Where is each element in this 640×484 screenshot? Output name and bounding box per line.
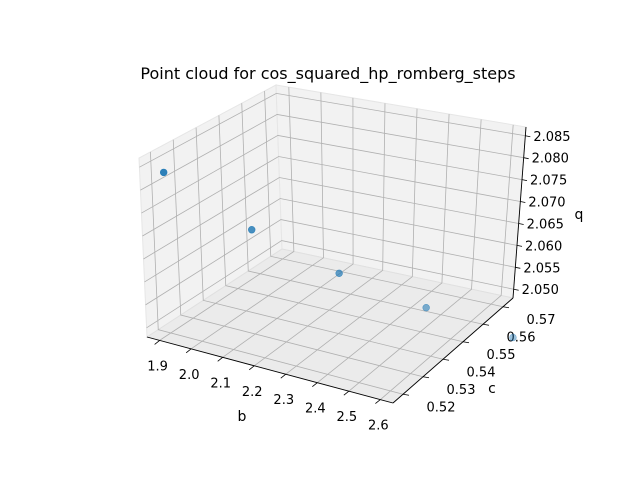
x-gridline (159, 87, 295, 341)
x-tick-mark (217, 356, 223, 362)
x-tick-mark (312, 382, 318, 388)
z-gridline (144, 198, 518, 283)
y-axis-label: c (488, 381, 496, 397)
y-gridline (264, 91, 504, 308)
chart-title: Point cloud for cos_squared_hp_romberg_s… (140, 64, 515, 84)
x-axis-label: b (238, 409, 247, 425)
y-tick-mark (442, 358, 450, 361)
z-tick-mark (515, 266, 521, 269)
x-gridline (348, 119, 482, 392)
z-gridline (140, 114, 524, 191)
z-tick-mark (521, 179, 528, 182)
y-gridline (195, 127, 444, 360)
x-tick-label: 2.3 (273, 393, 294, 408)
z-tick-label: 2.050 (522, 283, 559, 298)
x-tick-mark (343, 390, 350, 396)
data-point (509, 333, 517, 342)
z-tick-label: 2.085 (533, 130, 570, 145)
x-tick-mark (375, 399, 381, 404)
z-tick-label: 2.065 (527, 217, 564, 232)
y-gridline (241, 103, 484, 325)
x-tick-label: 2.5 (337, 410, 358, 425)
y-gridline (150, 151, 404, 395)
x-gridline (317, 114, 450, 384)
z-tick-mark (523, 157, 529, 160)
x-gridline (253, 103, 386, 367)
x-tick-mark (280, 373, 287, 379)
z-gridline (143, 177, 519, 260)
y-tick-mark (462, 341, 470, 344)
x-tick-label: 2.1 (210, 376, 231, 391)
x-tick-mark (154, 340, 160, 345)
z-tick-mark (513, 288, 519, 291)
data-point (335, 269, 343, 278)
y-tick-label: 0.53 (447, 383, 476, 398)
z-tick-label: 2.055 (523, 261, 560, 276)
z-axis-line (512, 126, 527, 299)
y-tick-label: 0.52 (427, 400, 456, 415)
x-gridline (380, 124, 514, 400)
z-gridline (145, 219, 516, 306)
x-tick-mark (248, 365, 255, 371)
y-tick-label: 0.57 (527, 313, 556, 328)
y-gridline (172, 139, 424, 378)
x-tick-label: 2.6 (368, 419, 389, 434)
z-gridline (142, 156, 521, 237)
x-tick-label: 2.2 (242, 385, 263, 400)
x-gridline (190, 92, 324, 350)
x-gridline (222, 97, 354, 358)
y-tick-mark (502, 306, 510, 309)
y-tick-label: 0.55 (487, 348, 516, 363)
z-axis-label: q (575, 207, 584, 223)
y-tick-label: 0.56 (507, 330, 536, 345)
x-axis-line (146, 336, 394, 404)
z-gridline (141, 135, 523, 214)
x-gridline (285, 108, 418, 375)
y-tick-mark (482, 323, 490, 326)
x-tick-label: 2.4 (305, 402, 326, 417)
z-tick-mark (520, 201, 526, 203)
x-tick-mark (185, 348, 192, 354)
z-tick-mark (525, 135, 531, 138)
z-gridline (139, 92, 526, 168)
y-tick-mark (422, 376, 430, 379)
z-tick-mark (518, 223, 524, 225)
z-tick-label: 2.070 (528, 196, 565, 211)
z-gridline (146, 240, 514, 329)
data-point (159, 168, 168, 177)
x-tick-label: 2.0 (179, 368, 200, 383)
data-point (422, 303, 430, 312)
y-tick-label: 0.54 (467, 365, 496, 380)
z-tick-label: 2.080 (532, 152, 569, 167)
z-tick-label: 2.060 (525, 239, 562, 254)
data-point (248, 226, 256, 234)
y-axis-line (392, 297, 514, 404)
z-tick-mark (516, 244, 523, 247)
z-tick-label: 2.075 (530, 174, 567, 189)
y-tick-mark (402, 393, 410, 396)
x-tick-label: 1.9 (147, 359, 168, 374)
y-gridline (218, 115, 464, 343)
